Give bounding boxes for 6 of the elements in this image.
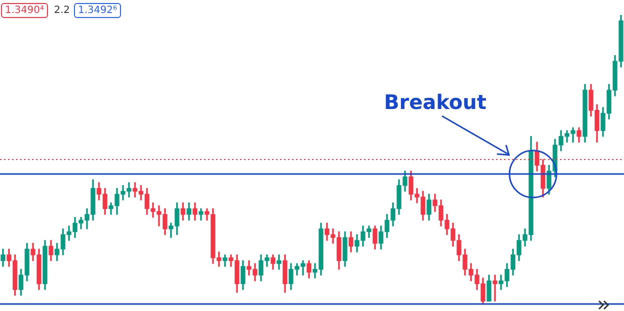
annotation: 1.3492⁶ xyxy=(74,3,121,18)
candlestick xyxy=(276,254,282,270)
candlestick xyxy=(492,274,498,302)
annotation: 2.2 xyxy=(54,5,70,16)
annotation: 1.3490⁴ xyxy=(1,3,48,18)
annotation: Breakout xyxy=(384,90,486,114)
